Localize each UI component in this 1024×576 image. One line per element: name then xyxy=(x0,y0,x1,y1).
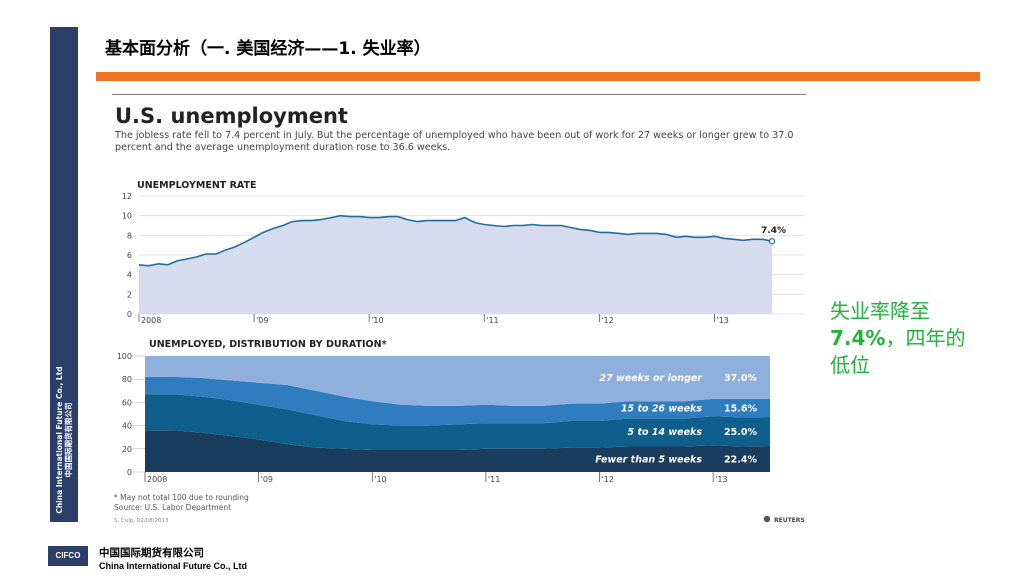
footer-company-cn: 中国国际期货有限公司 xyxy=(99,547,204,559)
duration-y-tick-label: 0 xyxy=(127,468,132,477)
cifco-logo: CIFCO xyxy=(48,546,88,566)
duration-area-27-weeks-or-longer xyxy=(145,356,770,406)
rate-x-tick-label: '10 xyxy=(371,316,383,325)
accent-bar xyxy=(96,72,980,81)
duration-y-tick-label: 80 xyxy=(122,375,132,384)
rate-x-tick-label: '09 xyxy=(256,316,268,325)
duration-x-tick-label: 2008 xyxy=(147,475,167,484)
duration-series-value: 37.0% xyxy=(724,373,757,384)
rate-end-label: 7.4% xyxy=(761,226,786,236)
footnote: * May not total 100 due to rounding xyxy=(114,493,249,502)
duration-series-name: Fewer than 5 weeks xyxy=(595,455,702,466)
rate-chart-title: UNEMPLOYMENT RATE xyxy=(137,180,256,191)
rate-x-tick-label: '13 xyxy=(716,316,728,325)
graphic-title: U.S. unemployment xyxy=(115,104,348,128)
source-line: Source: U.S. Labor Department xyxy=(114,503,231,512)
graphic-subtitle: The jobless rate fell to 7.4 percent in … xyxy=(115,130,794,153)
duration-x-tick-label: '10 xyxy=(374,475,386,484)
annotation-line-3: 低位 xyxy=(830,353,870,377)
footer-company-en: China International Future Co., Ltd xyxy=(99,561,247,571)
duration-x-tick-label: '11 xyxy=(488,475,500,484)
annotation-line-2-text: ，四年的 xyxy=(885,326,966,350)
annotation-line-1: 失业率降至 xyxy=(830,299,930,323)
rate-y-tick-label: 4 xyxy=(127,271,132,280)
duration-area-15-to-26-weeks xyxy=(145,376,770,426)
duration-series-name: 27 weeks or longer xyxy=(600,373,704,384)
reuters-graphic: U.S. unemployment The jobless rate fell … xyxy=(112,92,812,528)
duration-areas xyxy=(145,356,770,472)
rate-end-marker xyxy=(768,238,776,245)
duration-y-tick-label: 100 xyxy=(117,352,132,361)
duration-x-tick-label: '13 xyxy=(715,475,727,484)
rate-y-tick-label: 0 xyxy=(127,310,132,319)
annotation-value: 7.4% xyxy=(830,326,886,350)
side-annotation: 失业率降至 7.4%，四年的 低位 xyxy=(830,298,965,379)
rate-x-axis: 2008 '09 '10 '11 '12 '13 xyxy=(138,314,729,325)
sidebar-company-en: China International Future Co., Ltd xyxy=(55,366,64,514)
sidebar-company-cn: 中国国际期货有限公司 xyxy=(64,402,73,478)
top-rule xyxy=(112,94,806,95)
sidebar-strip xyxy=(50,27,78,522)
rate-y-axis: 0 2 4 6 8 10 12 xyxy=(122,192,132,319)
charts-svg: UNEMPLOYMENT RATE 0 2 4 6 8 10 12 2008 '09 '10 '1… xyxy=(114,180,805,524)
duration-x-tick-label: '09 xyxy=(261,475,273,484)
duration-series-value: 15.6% xyxy=(724,403,757,414)
reuters-logo-icon xyxy=(763,515,771,523)
duration-y-tick-label: 40 xyxy=(122,422,132,431)
duration-chart-title: UNEMPLOYED, DISTRIBUTION BY DURATION* xyxy=(149,339,387,350)
duration-series-value: 25.0% xyxy=(724,427,757,438)
rate-line xyxy=(138,214,773,267)
rate-y-tick-label: 2 xyxy=(127,290,132,299)
duration-area-5-to-14-weeks xyxy=(145,394,770,450)
rate-y-tick-label: 8 xyxy=(127,231,132,240)
rate-y-tick-label: 6 xyxy=(127,251,132,260)
publisher-label: REUTERS xyxy=(774,517,805,524)
duration-y-tick-label: 20 xyxy=(122,445,132,454)
duration-series-name: 15 to 26 weeks xyxy=(621,403,702,414)
annotation-line-2: 7.4%，四年的 xyxy=(830,325,965,352)
duration-series-name: 5 to 14 weeks xyxy=(628,427,703,438)
duration-series-labels: Fewer than 5 weeks 22.4% 5 to 14 weeks 25.0… xyxy=(595,373,757,466)
rate-x-tick-label: 2008 xyxy=(141,316,161,325)
slide-title: 基本面分析（一. 美国经济——1. 失业率） xyxy=(105,39,431,59)
duration-x-tick-label: '12 xyxy=(602,475,614,484)
duration-area-fewer-than-5-weeks xyxy=(145,430,770,472)
rate-x-tick-label: '12 xyxy=(601,316,613,325)
rate-x-tick-label: '11 xyxy=(486,316,498,325)
credit-line: S. Culp, 02/08/2013 xyxy=(114,518,169,524)
duration-x-axis: 2008 '09 '10 '11 '12 '13 xyxy=(144,472,728,484)
rate-y-tick-label: 10 xyxy=(122,212,132,221)
duration-y-tick-label: 60 xyxy=(122,398,132,407)
duration-y-axis: 0 20 40 60 80 100 xyxy=(117,352,145,477)
rate-area xyxy=(139,215,772,314)
sidebar-company-text: China International Future Co., Ltd 中国国际… xyxy=(55,355,73,525)
rate-y-tick-label: 12 xyxy=(122,192,132,201)
duration-series-value: 22.4% xyxy=(724,455,757,466)
